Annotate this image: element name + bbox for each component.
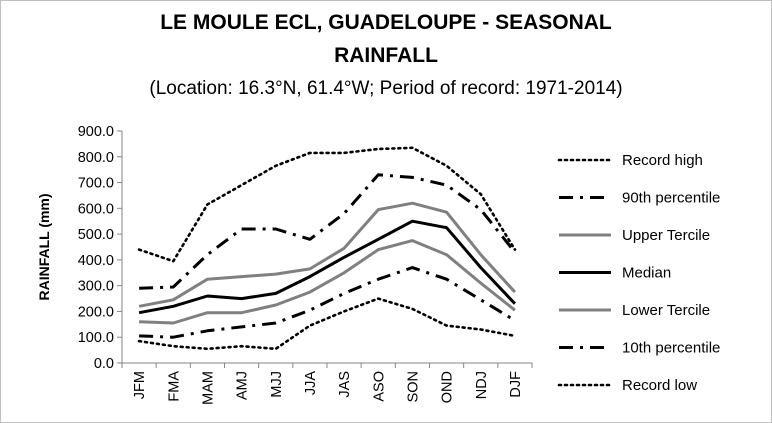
legend-label-90th-percentile: 90th percentile <box>622 190 720 207</box>
legend-label-upper-tercile: Upper Tercile <box>622 227 710 244</box>
x-tick-label: JJA <box>303 371 319 396</box>
legend-label-record-high: Record high <box>622 152 703 169</box>
x-tick-label: JFM <box>132 371 148 399</box>
legend-label-lower-tercile: Lower Tercile <box>622 302 710 319</box>
y-tick-label: 800.0 <box>78 150 114 166</box>
y-tick-label: 600.0 <box>78 201 114 217</box>
y-tick-label: 100.0 <box>78 330 114 346</box>
chart-title-line-2: RAINFALL <box>334 44 438 67</box>
x-tick-label: NDJ <box>474 371 490 399</box>
x-tick-label: JAS <box>337 371 353 398</box>
chart-subtitle: (Location: 16.3°N, 61.4°W; Period of rec… <box>149 78 623 99</box>
x-tick-label: FMA <box>166 371 182 402</box>
y-tick-label: 700.0 <box>78 176 114 192</box>
x-tick-label: MAM <box>200 371 216 405</box>
x-tick-label: OND <box>440 371 456 403</box>
y-axis-label: RAINFALL (mm) <box>36 193 52 300</box>
y-tick-label: 400.0 <box>78 253 114 269</box>
x-tick-label: AMJ <box>235 371 251 400</box>
legend-label-median: Median <box>622 265 671 282</box>
legend-label-record-low: Record low <box>622 377 697 394</box>
y-tick-label: 200.0 <box>78 304 114 320</box>
series-line-10th-percentile <box>139 266 516 339</box>
x-tick-label: MJJ <box>269 371 285 398</box>
series-line-upper-tercile <box>138 201 517 308</box>
y-tick-label: 900.0 <box>78 124 114 140</box>
y-tick-label: 300.0 <box>78 279 114 295</box>
legend-label-10th-percentile: 10th percentile <box>622 340 720 357</box>
series-line-record-low <box>137 297 517 351</box>
series-line-90th-percentile <box>139 173 517 290</box>
x-tick-label: SON <box>405 371 421 402</box>
series-line-median <box>138 219 516 315</box>
y-tick-label: 0.0 <box>94 356 114 372</box>
y-tick-label: 500.0 <box>78 227 114 243</box>
series-line-lower-tercile <box>139 239 516 325</box>
chart-title-line-1: LE MOULE ECL, GUADELOUPE - SEASONAL <box>160 11 612 34</box>
series-line-record-high <box>137 146 517 263</box>
x-tick-label: ASO <box>371 371 387 402</box>
x-tick-label: DJF <box>508 371 524 398</box>
